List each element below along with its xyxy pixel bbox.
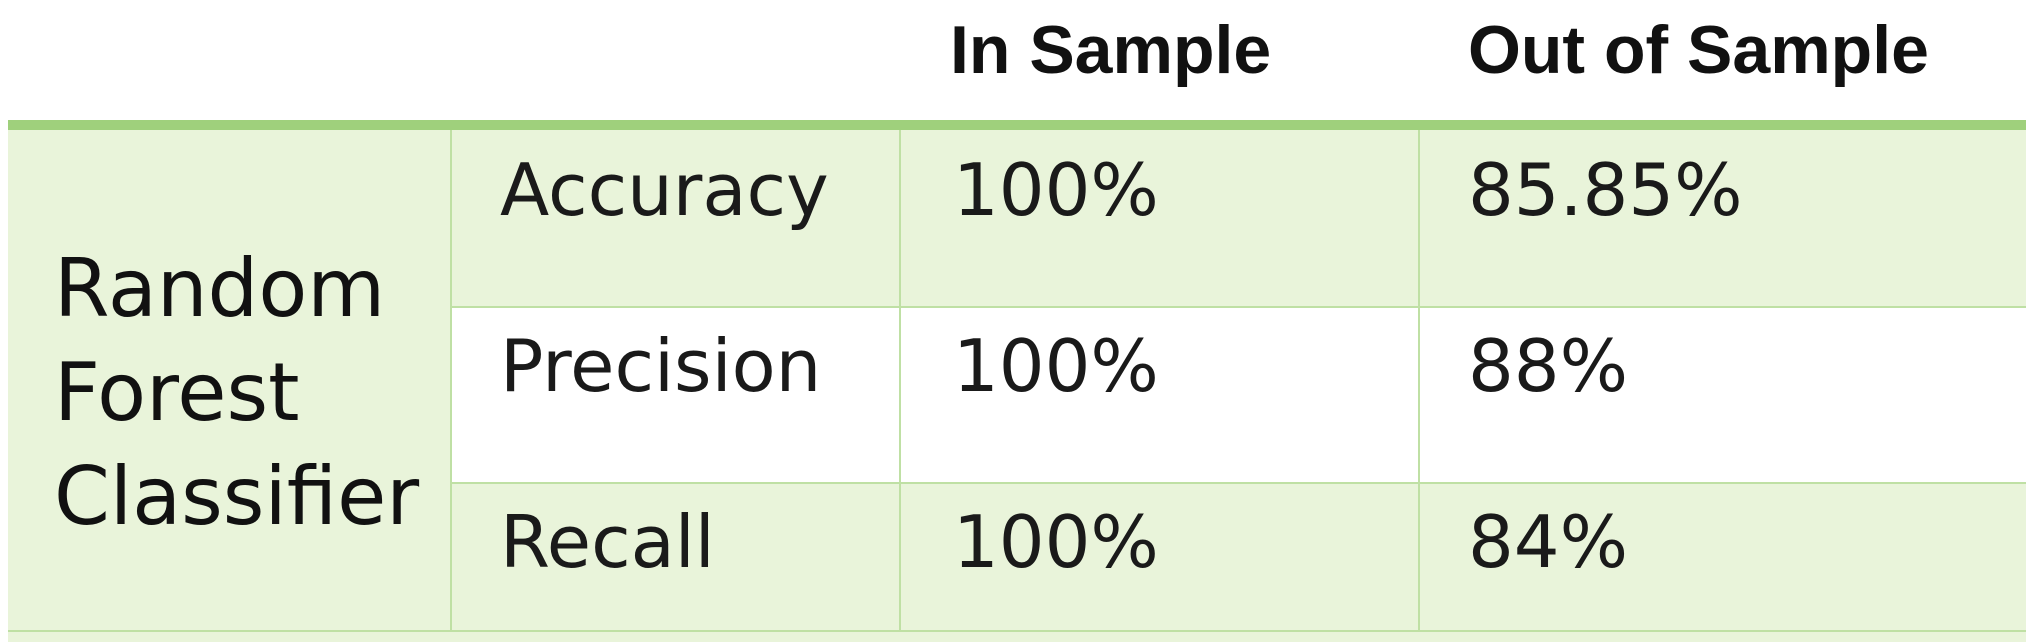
in-sample-value-recall: 100% (953, 500, 1159, 584)
metric-label-precision: Precision (500, 324, 822, 408)
column-divider (899, 130, 901, 630)
table-header-row: In Sample Out of Sample (0, 0, 2035, 118)
metric-label-recall: Recall (500, 500, 715, 584)
model-name-label: Random Forest Classifier (54, 242, 420, 543)
in-sample-value-accuracy: 100% (953, 148, 1159, 232)
column-divider (450, 130, 452, 630)
in-sample-value-precision: 100% (953, 324, 1159, 408)
out-of-sample-value-recall: 84% (1468, 500, 1629, 584)
model-group-cell: Random Forest Classifier (8, 130, 450, 632)
column-header-in-sample: In Sample (950, 12, 1272, 88)
metric-label-accuracy: Accuracy (500, 148, 829, 232)
out-of-sample-value-accuracy: 85.85% (1468, 148, 1743, 232)
column-divider (1418, 130, 1420, 630)
out-of-sample-value-precision: 88% (1468, 324, 1629, 408)
column-header-out-of-sample: Out of Sample (1468, 12, 1929, 88)
results-table: Accuracy 100% 85.85% Precision 100% 88% … (8, 120, 2026, 642)
